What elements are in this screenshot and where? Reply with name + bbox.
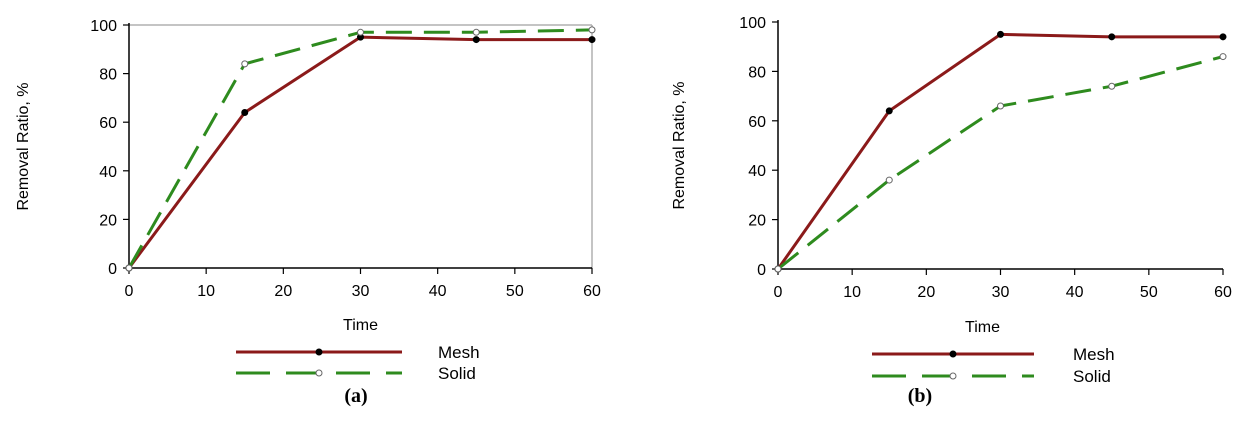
x-tick-label: 40 — [1066, 284, 1084, 301]
data-point-mesh — [241, 108, 249, 116]
x-tick-label: 0 — [774, 284, 783, 301]
legend-label-mesh: Mesh — [1073, 345, 1115, 364]
data-point-mesh — [885, 107, 893, 115]
data-point-solid — [357, 28, 364, 36]
data-point-solid — [885, 176, 893, 184]
data-point-solid — [588, 26, 596, 34]
data-point-solid — [472, 28, 480, 36]
x-tick-label: 30 — [992, 284, 1010, 301]
y-tick-label: 100 — [90, 18, 117, 35]
series-line-mesh — [127, 35, 592, 269]
series-line-solid — [777, 55, 1224, 271]
y-tick-label: 60 — [748, 114, 766, 131]
y-tick-label: 60 — [99, 115, 117, 132]
data-point-solid — [1219, 53, 1227, 61]
y-tick-label: 20 — [99, 212, 117, 229]
y-tick-label: 40 — [748, 163, 766, 180]
x-tick-label: 60 — [1214, 284, 1232, 301]
y-tick-label: 80 — [99, 67, 117, 84]
panel-label: (b) — [908, 385, 932, 407]
data-point-solid — [241, 60, 249, 68]
series-line-mesh — [776, 32, 1223, 270]
x-tick-label: 20 — [274, 283, 292, 300]
data-point-mesh — [472, 36, 480, 44]
legend-label-solid: Solid — [1073, 367, 1111, 386]
x-tick-label: 0 — [125, 283, 134, 300]
x-tick-label: 10 — [197, 283, 215, 300]
x-tick-label: 50 — [1140, 284, 1158, 301]
legend-marker-mesh — [315, 348, 323, 356]
legend-marker-solid — [949, 372, 957, 380]
x-axis-title: Time — [965, 319, 1000, 336]
series-line-solid — [127, 28, 593, 269]
x-axis-title: Time — [343, 317, 378, 334]
chart-panel-b: 0 10 20 30 40 50 60 0 20 40 60 80 100 Time Removal Rat… — [671, 15, 1232, 407]
y-tick-label: 40 — [99, 164, 117, 181]
y-tick-label: 20 — [748, 213, 766, 230]
y-tick-label: 0 — [757, 262, 766, 279]
panel-label: (a) — [344, 385, 367, 407]
x-tick-label: 20 — [917, 284, 935, 301]
x-tick-label: 40 — [429, 283, 447, 300]
legend-marker-solid — [315, 369, 323, 377]
data-point-mesh — [1219, 33, 1227, 41]
data-point-mesh — [588, 36, 596, 44]
x-tick-label: 30 — [352, 283, 370, 300]
data-point-solid — [997, 102, 1004, 110]
data-point-solid — [125, 264, 133, 272]
data-point-mesh — [997, 30, 1004, 38]
chart-panel-a: 0 10 20 30 40 50 60 0 20 40 60 80 100 Time Removal Rat… — [15, 18, 601, 407]
y-axis-title: Removal Ratio, % — [15, 82, 32, 210]
x-tick-label: 50 — [506, 283, 524, 300]
legend-label-mesh: Mesh — [438, 343, 480, 362]
y-tick-label: 80 — [748, 64, 766, 81]
x-tick-label: 60 — [583, 283, 601, 300]
legend-label-solid: Solid — [438, 364, 476, 383]
y-tick-label: 0 — [108, 261, 117, 278]
x-tick-label: 10 — [843, 284, 861, 301]
data-point-solid — [1108, 82, 1116, 90]
y-tick-label: 100 — [739, 15, 766, 32]
data-point-mesh — [1108, 33, 1116, 41]
y-axis-title: Removal Ratio, % — [671, 81, 688, 209]
legend-marker-mesh — [949, 350, 957, 358]
data-point-solid — [774, 265, 782, 273]
